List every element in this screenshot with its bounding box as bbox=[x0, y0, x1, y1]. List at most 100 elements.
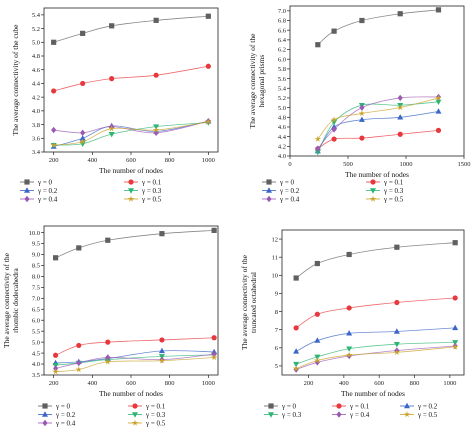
legend-marker bbox=[266, 179, 272, 185]
legend-label: γ = 0.1 bbox=[349, 402, 370, 410]
y-tick-label: 4.2 bbox=[32, 94, 40, 101]
plot-frame bbox=[289, 5, 465, 157]
data-point bbox=[53, 352, 59, 358]
data-point bbox=[359, 135, 365, 141]
data-point bbox=[314, 135, 322, 142]
legend-label: γ = 0.3 bbox=[383, 187, 404, 195]
y-tick-label: 5.0 bbox=[32, 39, 40, 46]
y-tick-label: 6.0 bbox=[278, 56, 286, 63]
data-point bbox=[314, 311, 320, 317]
legend-label: γ = 0.2 bbox=[37, 187, 58, 195]
data-point bbox=[153, 72, 159, 78]
data-point bbox=[435, 108, 442, 114]
y-tick-label: 6.8 bbox=[278, 18, 286, 25]
series-line bbox=[295, 346, 456, 370]
x-tick-label: 400 bbox=[339, 380, 349, 387]
data-point bbox=[76, 245, 82, 251]
legend-label: γ = 0 bbox=[281, 402, 297, 410]
data-point bbox=[330, 116, 338, 123]
y-tick-label: 3.5 bbox=[32, 372, 40, 379]
legend-marker bbox=[42, 419, 48, 427]
y-tick-label: 3.6 bbox=[32, 135, 41, 142]
x-tick-label: 800 bbox=[165, 157, 175, 164]
y-tick-label: 7.0 bbox=[278, 8, 286, 15]
y-axis-label: The average connectivity of thetruncated… bbox=[240, 254, 258, 350]
legend-marker bbox=[266, 187, 272, 193]
legend-marker bbox=[369, 195, 377, 202]
legend-marker bbox=[24, 187, 30, 193]
y-tick-label: 5.8 bbox=[278, 66, 286, 73]
y-tick-label: 4.5 bbox=[32, 350, 40, 357]
legend-label: γ = 0.5 bbox=[417, 411, 438, 419]
y-tick-label: 8.5 bbox=[32, 263, 40, 270]
legend-marker bbox=[403, 411, 411, 418]
legend-label: γ = 0 bbox=[55, 402, 71, 410]
y-tick-label: 4.0 bbox=[32, 361, 40, 368]
legend-label: γ = 0.1 bbox=[145, 402, 166, 410]
data-point bbox=[153, 17, 159, 23]
y-tick-label: 6.4 bbox=[278, 37, 287, 44]
data-point bbox=[210, 354, 218, 361]
legend-marker bbox=[336, 411, 342, 418]
y-tick-label: 6.0 bbox=[32, 317, 40, 324]
x-tick-label: 1000 bbox=[202, 380, 215, 387]
y-tick-label: 5.4 bbox=[32, 12, 41, 19]
y-tick-label: 6.2 bbox=[278, 47, 286, 54]
legend-marker bbox=[132, 403, 138, 409]
legend-label: γ = 0 bbox=[279, 178, 295, 186]
data-point bbox=[315, 42, 321, 48]
data-point bbox=[314, 149, 321, 156]
y-tick-label: 5.0 bbox=[32, 339, 40, 346]
y-tick-label: 7 bbox=[275, 327, 279, 334]
data-point bbox=[108, 125, 115, 132]
x-tick-label: 1500 bbox=[458, 161, 471, 168]
y-tick-label: 6.5 bbox=[32, 306, 40, 313]
data-point bbox=[158, 357, 166, 364]
x-axis-label: The number of nodes bbox=[345, 170, 409, 179]
data-point bbox=[205, 63, 211, 69]
legend-label: γ = 0.2 bbox=[55, 411, 76, 419]
data-point bbox=[159, 231, 165, 237]
y-tick-label: 4.8 bbox=[32, 53, 40, 60]
data-point bbox=[79, 135, 86, 141]
data-point bbox=[293, 325, 299, 331]
data-point bbox=[331, 126, 337, 133]
data-point bbox=[346, 330, 353, 336]
series-line bbox=[317, 111, 439, 152]
x-tick-label: 200 bbox=[49, 380, 59, 387]
legend-marker bbox=[370, 188, 376, 194]
data-point bbox=[397, 11, 403, 17]
legend-label: γ = 0.2 bbox=[279, 187, 300, 195]
x-tick-label: 600 bbox=[126, 157, 136, 164]
data-point bbox=[211, 227, 217, 233]
data-point bbox=[435, 94, 442, 101]
series-line bbox=[53, 121, 209, 146]
y-tick-label: 7.5 bbox=[32, 285, 40, 292]
data-point bbox=[158, 347, 165, 354]
y-tick-label: 4.4 bbox=[32, 81, 41, 88]
data-point bbox=[451, 343, 459, 350]
data-point bbox=[293, 275, 299, 281]
data-point bbox=[315, 145, 321, 152]
y-axis-label: The average connectivity of therhombic d… bbox=[2, 252, 20, 348]
y-tick-label: 7.0 bbox=[32, 296, 40, 303]
data-point bbox=[393, 348, 401, 356]
y-axis-label: The average connectivity of the cube bbox=[11, 24, 20, 136]
y-tick-label: 4.8 bbox=[278, 114, 286, 121]
legend-label: γ = 0.5 bbox=[145, 419, 166, 427]
data-point bbox=[435, 127, 442, 133]
data-point bbox=[80, 30, 86, 36]
x-tick-label: 600 bbox=[126, 380, 136, 387]
legend-label: γ = 0.5 bbox=[383, 195, 404, 203]
cube-connectivity-chart: 200 400 600 800 1000 3.4 3.6 3.8 4.0 4.2 4.4 4.6 4.8… bbox=[11, 7, 219, 203]
data-point bbox=[397, 94, 403, 102]
data-point bbox=[331, 136, 337, 142]
data-point bbox=[80, 129, 86, 136]
legend-label: γ = 0.1 bbox=[383, 178, 404, 186]
series-line bbox=[53, 120, 209, 134]
y-tick-label: 9.0 bbox=[32, 252, 40, 259]
data-point bbox=[79, 138, 86, 145]
data-point bbox=[393, 328, 400, 334]
legend-marker bbox=[268, 412, 274, 418]
legend-label: γ = 0.1 bbox=[141, 178, 162, 186]
